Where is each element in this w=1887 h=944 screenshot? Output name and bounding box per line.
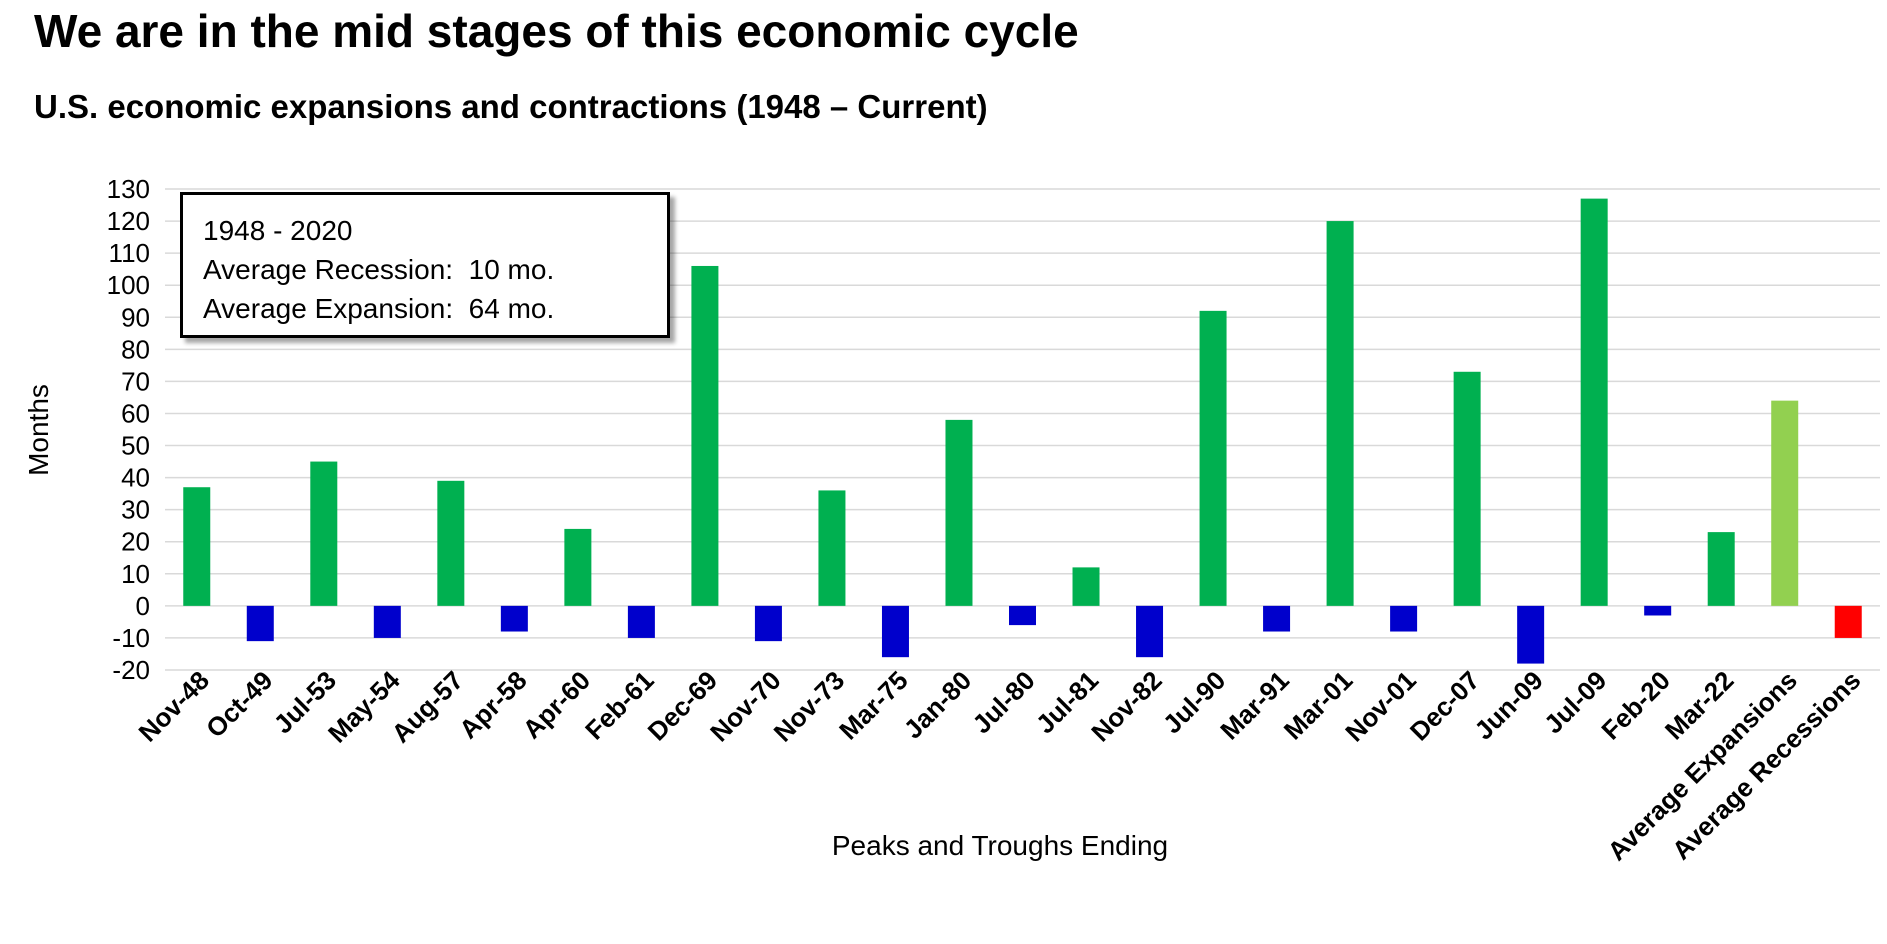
bar-average-recessions [1834, 605, 1862, 638]
bar-apr-60 [564, 528, 592, 606]
bar-apr-58 [500, 605, 528, 632]
bar-oct-49 [246, 605, 274, 642]
bar-aug-57 [437, 480, 465, 606]
bars [183, 198, 1862, 664]
y-axis-label: Months [23, 384, 54, 476]
y-tick-label: 60 [121, 398, 150, 428]
x-tick-label: Dec-07 [1404, 665, 1486, 747]
page-title: We are in the mid stages of this economi… [34, 5, 1079, 57]
bar-may-54 [373, 605, 401, 638]
y-tick-label: -20 [112, 655, 150, 685]
bar-nov-73 [818, 490, 846, 606]
y-tick-label: 40 [121, 463, 150, 493]
x-tick-label: Mar-75 [833, 665, 913, 745]
bar-jan-80 [945, 419, 973, 606]
bar-dec-07 [1453, 371, 1481, 606]
y-tick-label: 110 [109, 238, 150, 268]
y-tick-label: 70 [121, 366, 150, 396]
bar-mar-75 [881, 605, 909, 658]
y-tick-label: 10 [121, 559, 150, 589]
bar-jul-90 [1199, 310, 1227, 606]
x-tick-label: Apr-60 [517, 665, 596, 744]
bar-mar-91 [1263, 605, 1291, 632]
y-tick-label: 100 [107, 270, 150, 300]
x-tick-label: Jun-09 [1468, 665, 1548, 745]
y-tick-label: 0 [136, 591, 150, 621]
x-tick-label: Nov-82 [1085, 665, 1168, 748]
y-tick-label: 30 [121, 495, 150, 525]
x-tick-label: Nov-73 [768, 665, 851, 748]
y-tick-label: 130 [107, 174, 150, 204]
bar-jul-53 [310, 461, 338, 606]
summary-average-recession: Average Recession: 10 mo. [203, 254, 555, 285]
summary-average-expansion: Average Expansion: 64 mo. [203, 293, 555, 324]
x-tick-label: Nov-70 [704, 665, 787, 748]
x-tick-label: Aug-57 [386, 665, 470, 749]
bar-feb-20 [1644, 605, 1672, 616]
bar-nov-48 [183, 487, 211, 606]
x-tick-label: Jan-80 [898, 665, 977, 744]
y-tick-label: 80 [121, 334, 150, 364]
y-tick-label: -10 [112, 623, 150, 653]
y-tick-label: 50 [121, 431, 150, 461]
page-subtitle: U.S. economic expansions and contraction… [34, 88, 988, 125]
x-tick-label: Jul-80 [966, 665, 1040, 739]
bar-jun-09 [1517, 605, 1545, 664]
x-tick-label: Feb-20 [1595, 665, 1675, 745]
bar-dec-69 [691, 265, 719, 606]
bar-jul-80 [1009, 605, 1036, 626]
bar-average-expansions [1771, 400, 1799, 606]
summary-box: 1948 - 2020 Average Recession: 10 mo. Av… [180, 192, 670, 338]
x-tick-label: Nov-01 [1339, 665, 1422, 748]
x-axis-label: Peaks and Troughs Ending [832, 830, 1168, 861]
y-tick-label: 20 [121, 527, 150, 557]
x-tick-label: Oct-49 [200, 665, 278, 743]
bar-jul-81 [1072, 567, 1100, 606]
x-tick-label: Apr-58 [453, 665, 532, 744]
summary-period: 1948 - 2020 [203, 215, 353, 246]
bar-nov-70 [754, 605, 782, 642]
bar-mar-01 [1326, 221, 1354, 606]
x-tick-label: Mar-91 [1214, 665, 1294, 745]
bar-nov-82 [1136, 605, 1164, 658]
bar-jul-09 [1580, 198, 1608, 606]
bar-feb-61 [627, 605, 655, 638]
y-tick-label: 90 [121, 302, 150, 332]
bar-mar-22 [1707, 532, 1735, 606]
y-tick-label: 120 [107, 206, 150, 236]
x-tick-label: Feb-61 [579, 665, 659, 745]
bar-nov-01 [1390, 605, 1418, 632]
